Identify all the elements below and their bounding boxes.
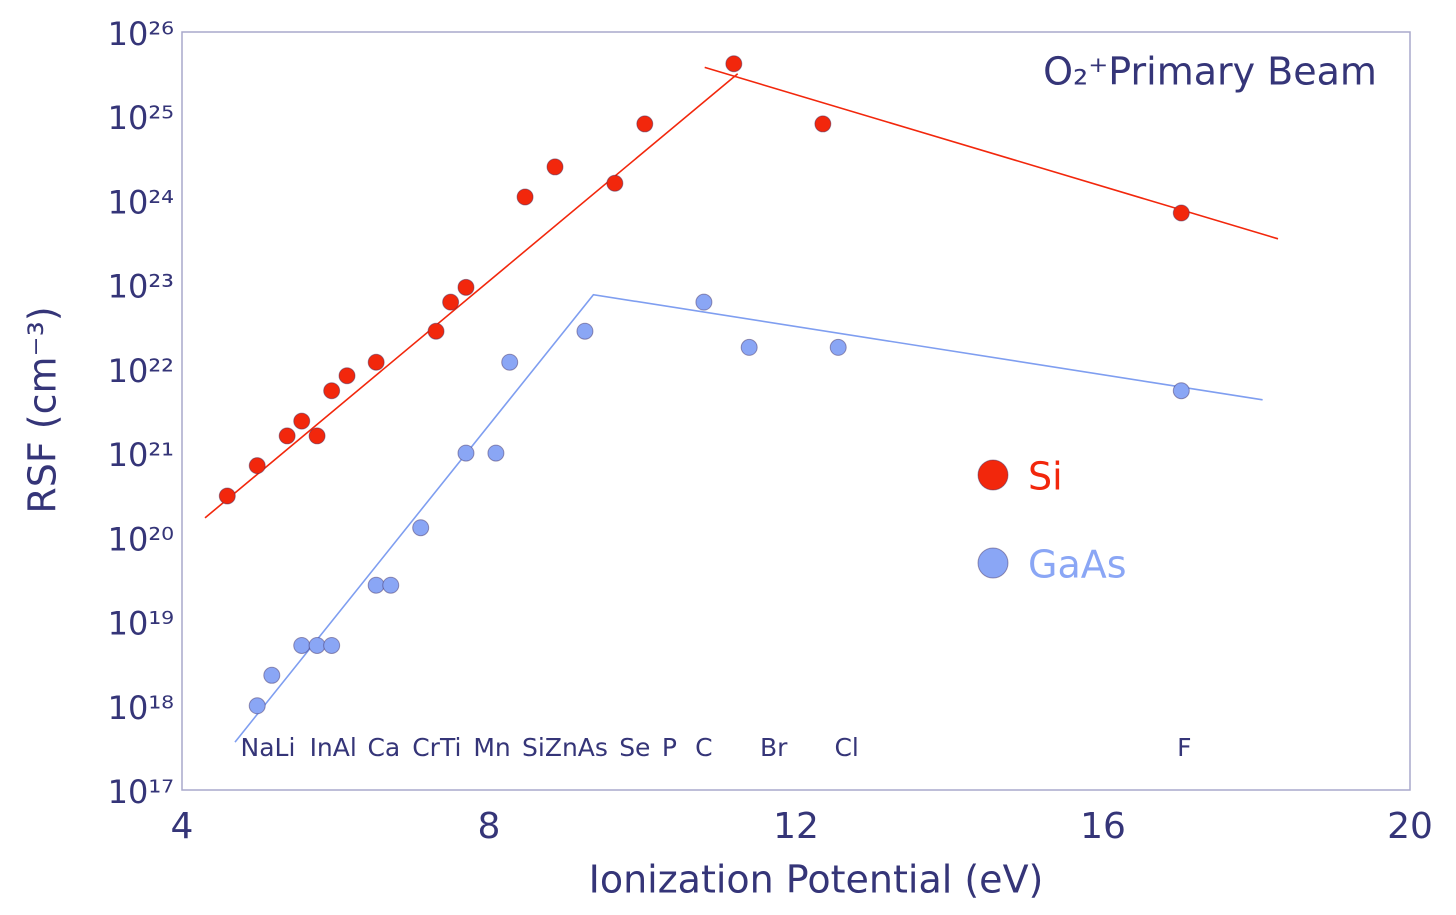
data-point — [606, 174, 624, 192]
x-tick-label: 12 — [773, 806, 819, 847]
data-point — [725, 55, 743, 73]
x-tick-label: 8 — [478, 806, 501, 847]
data-point — [829, 338, 847, 356]
element-label: SiZnAs — [522, 733, 608, 762]
data-point — [323, 636, 341, 654]
data-point — [248, 457, 266, 475]
element-label: C — [695, 733, 712, 762]
legend-marker — [977, 547, 1009, 579]
data-point — [457, 278, 475, 296]
data-point — [218, 487, 236, 505]
data-point — [442, 293, 460, 311]
element-label: Mn — [473, 733, 510, 762]
y-axis-title: RSF (cm⁻³) — [21, 306, 65, 513]
data-point — [308, 636, 326, 654]
legend-label: Si — [1028, 455, 1063, 499]
data-point — [546, 158, 564, 176]
data-point — [814, 115, 832, 133]
data-point — [487, 444, 505, 462]
element-label: Br — [760, 733, 788, 762]
trend-line — [234, 293, 1263, 743]
data-point — [263, 666, 281, 684]
legend-label: GaAs — [1028, 543, 1127, 587]
element-label: P — [662, 733, 677, 762]
data-point — [516, 188, 534, 206]
y-tick-label: 10¹⁷ — [108, 773, 174, 811]
element-label: InAl — [310, 733, 357, 762]
data-point — [636, 115, 654, 133]
data-point — [695, 293, 713, 311]
element-label: Ca — [367, 733, 400, 762]
data-point — [293, 636, 311, 654]
y-tick-label: 10¹⁸ — [108, 689, 174, 727]
y-tick-label: 10²³ — [108, 268, 174, 306]
data-point — [382, 576, 400, 594]
data-point — [367, 353, 385, 371]
data-point — [501, 353, 519, 371]
data-point — [293, 412, 311, 430]
x-tick-label: 4 — [171, 806, 194, 847]
element-label: F — [1177, 733, 1191, 762]
y-tick-label: 10²⁴ — [108, 183, 174, 221]
data-point — [1172, 204, 1190, 222]
y-tick-label: 10²² — [108, 352, 174, 390]
data-point — [308, 427, 326, 445]
data-point — [457, 444, 475, 462]
data-point — [740, 338, 758, 356]
data-point — [278, 427, 296, 445]
y-tick-label: 10²⁶ — [108, 15, 174, 53]
plot-frame — [181, 31, 1411, 791]
legend-marker — [977, 459, 1009, 491]
y-tick-label: 10²¹ — [108, 436, 174, 474]
data-point — [576, 322, 594, 340]
y-tick-label: 10²⁰ — [108, 520, 174, 558]
y-tick-label: 10¹⁹ — [108, 605, 174, 643]
x-axis-title: Ionization Potential (eV) — [589, 858, 1044, 902]
x-tick-label: 16 — [1080, 806, 1126, 847]
data-point — [427, 322, 445, 340]
y-tick-label: 10²⁵ — [108, 99, 174, 137]
data-point — [248, 697, 266, 715]
data-point — [367, 576, 385, 594]
data-point — [323, 382, 341, 400]
data-point — [412, 519, 430, 537]
element-label: NaLi — [241, 733, 296, 762]
element-label: CrTi — [412, 733, 461, 762]
element-label: Cl — [834, 733, 858, 762]
x-tick-label: 20 — [1387, 806, 1433, 847]
annotation: O₂⁺Primary Beam — [1043, 50, 1377, 94]
trend-line — [204, 73, 739, 519]
data-point — [338, 367, 356, 385]
element-label: Se — [619, 733, 650, 762]
data-point — [1172, 382, 1190, 400]
